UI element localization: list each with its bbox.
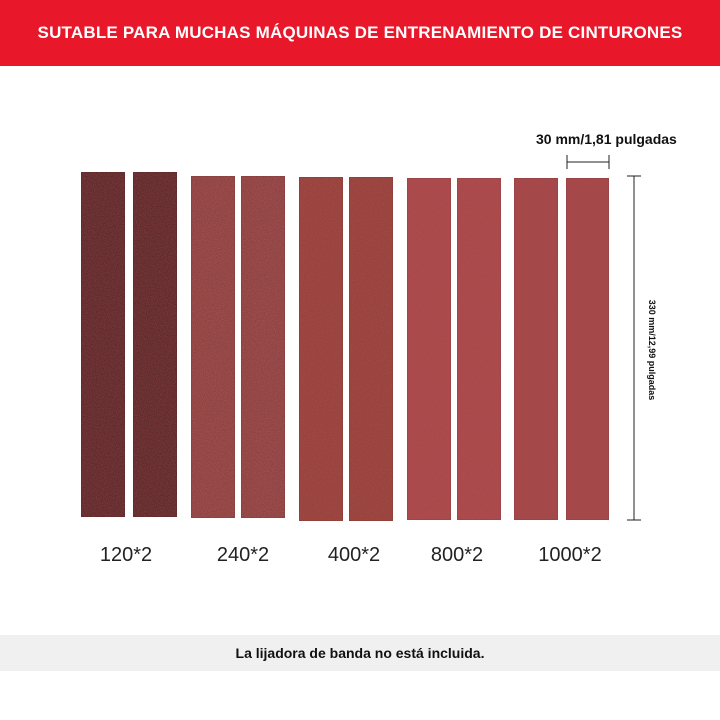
banner-text: SUTABLE PARA MUCHAS MÁQUINAS DE ENTRENAM… xyxy=(37,23,683,42)
grit-texture xyxy=(407,178,451,520)
grit-label-240x2: 240*2 xyxy=(216,544,270,566)
grit-label-800x2: 800*2 xyxy=(430,544,484,566)
sanding-belt-800x2-1 xyxy=(407,178,451,520)
sanding-belt-120x2-2 xyxy=(133,172,177,517)
grit-texture xyxy=(457,178,501,520)
grit-texture xyxy=(241,176,285,518)
width-dimension-label: 30 mm/1,81 pulgadas xyxy=(536,131,677,147)
sanding-belt-240x2-2 xyxy=(241,176,285,518)
sanding-belt-400x2-2 xyxy=(349,177,393,521)
grit-texture xyxy=(191,176,235,518)
height-dimension-label: 330 mm/12,99 pulgadas xyxy=(647,299,657,401)
grit-texture xyxy=(349,177,393,521)
grit-texture xyxy=(566,178,609,520)
sanding-belt-120x2-1 xyxy=(81,172,125,517)
sanding-belt-800x2-2 xyxy=(457,178,501,520)
grit-texture xyxy=(81,172,125,517)
footer-note: La lijadora de banda no está incluida. xyxy=(0,635,720,671)
grit-texture xyxy=(299,177,343,521)
sanding-belt-1000x2-2 xyxy=(566,178,609,520)
grit-texture xyxy=(514,178,558,520)
grit-label-1000x2: 1000*2 xyxy=(538,544,602,566)
grit-label-400x2: 400*2 xyxy=(327,544,381,566)
top-banner: SUTABLE PARA MUCHAS MÁQUINAS DE ENTRENAM… xyxy=(0,0,720,66)
grit-texture xyxy=(133,172,177,517)
grit-label-120x2: 120*2 xyxy=(99,544,153,566)
sanding-belt-1000x2-1 xyxy=(514,178,558,520)
sanding-belt-400x2-1 xyxy=(299,177,343,521)
sanding-belt-240x2-1 xyxy=(191,176,235,518)
footer-text: La lijadora de banda no está incluida. xyxy=(235,645,485,661)
